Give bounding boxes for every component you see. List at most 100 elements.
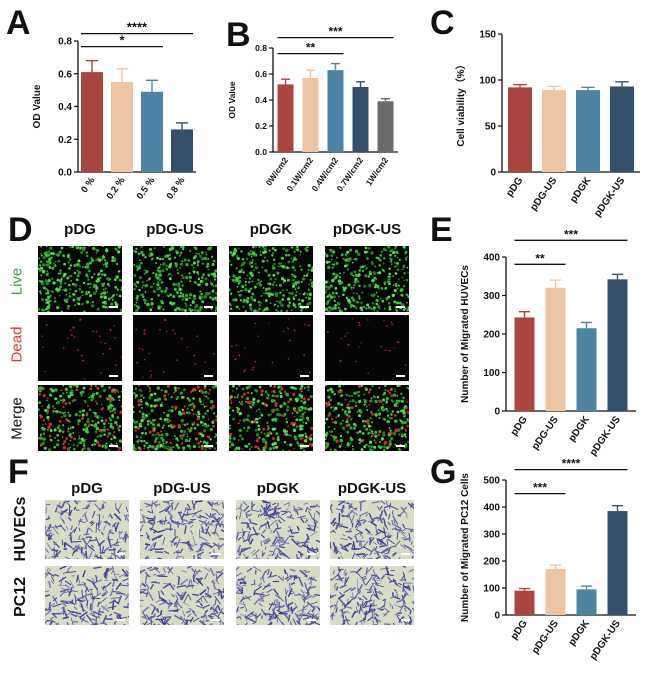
scale-bar bbox=[396, 306, 405, 308]
chart-a-ytick-label: 0.0 bbox=[58, 168, 72, 179]
chart-b-svg: 0.00.20.40.60.8OD Value0W/cm20.1W/cm20.4… bbox=[220, 0, 425, 210]
chart-e-bar bbox=[577, 328, 597, 411]
chart-g-category-label: pDGK-US bbox=[588, 618, 623, 662]
scale-bar bbox=[300, 375, 309, 377]
chart-e-ytick-label: 200 bbox=[483, 330, 500, 341]
d-tile-live-0-svg bbox=[38, 246, 122, 312]
d-tile-live-2 bbox=[229, 246, 313, 312]
d-tile-live-1 bbox=[133, 246, 217, 312]
d-tile-dead-3-svg bbox=[325, 315, 409, 381]
f-tile-1-2-svg bbox=[236, 566, 320, 625]
chart-g-sig-label: **** bbox=[562, 457, 581, 471]
chart-b-ytick-label: 0.8 bbox=[255, 43, 267, 53]
d-col-label-pdgk: pDGK bbox=[229, 221, 313, 238]
scale-bar bbox=[116, 553, 125, 555]
f-tile-1-1-svg bbox=[140, 566, 224, 625]
chart-e-ylabel: Number of Migrated HUVECs bbox=[460, 265, 471, 403]
chart-e-bar bbox=[515, 317, 535, 411]
f-tile-0-3 bbox=[330, 500, 414, 559]
f-col-label-pdg-us: pDG-US bbox=[140, 480, 224, 497]
chart-e-category-label: pDG-US bbox=[530, 414, 561, 452]
d-tile-merge-0-svg bbox=[38, 385, 122, 451]
chart-g-ytick-label: 0 bbox=[494, 611, 500, 622]
d-tile-dead-2 bbox=[229, 315, 313, 381]
d-col-label-pdg-us: pDG-US bbox=[133, 221, 217, 238]
f-tile-0-1-svg bbox=[140, 500, 224, 559]
chart-c-bar bbox=[508, 87, 532, 172]
chart-b-bar bbox=[378, 101, 394, 152]
chart-c-ylabel: Cell viability（%） bbox=[454, 59, 467, 146]
chart-c-bar bbox=[610, 86, 634, 172]
f-tile-1-2 bbox=[236, 566, 320, 625]
chart-b-ylabel: OD Value bbox=[227, 81, 237, 119]
f-tile-1-1 bbox=[140, 566, 224, 625]
f-tile-0-0 bbox=[45, 500, 129, 559]
chart-e-bar bbox=[546, 288, 566, 411]
chart-g-ylabel: Number of Migrated PC12 Cells bbox=[460, 473, 471, 622]
chart-b-bar bbox=[353, 87, 369, 152]
d-tile-merge-0 bbox=[38, 385, 122, 451]
d-tile-merge-3-svg bbox=[325, 385, 409, 451]
chart-g-bar bbox=[515, 591, 535, 615]
d-tile-dead-2-svg bbox=[229, 315, 313, 381]
chart-a-ylabel: OD Value bbox=[32, 84, 43, 128]
chart-g-bar bbox=[577, 589, 597, 615]
f-tile-0-0-svg bbox=[45, 500, 129, 559]
chart-b-ytick-label: 0.4 bbox=[255, 95, 267, 105]
chart-a-category-label: 0 % bbox=[79, 175, 98, 195]
chart-c-bar bbox=[576, 90, 600, 172]
f-tile-1-0 bbox=[45, 566, 129, 625]
scale-bar bbox=[300, 306, 309, 308]
chart-g-sig-label: *** bbox=[533, 481, 547, 495]
chart-g-bar bbox=[546, 569, 566, 615]
d-tile-live-3-svg bbox=[325, 246, 409, 312]
chart-b-category-label: 1W/cm2 bbox=[364, 155, 391, 187]
chart-b-ytick-label: 0.2 bbox=[255, 121, 267, 131]
d-row-label-merge: Merge bbox=[9, 393, 26, 445]
chart-g-ytick-label: 200 bbox=[483, 557, 500, 568]
d-tile-merge-1-svg bbox=[133, 385, 217, 451]
scale-bar bbox=[211, 619, 220, 621]
d-tile-dead-1-svg bbox=[133, 315, 217, 381]
f-row-label-pc12: PC12 bbox=[12, 577, 30, 617]
chart-b-sig-label: ** bbox=[306, 41, 316, 55]
f-tile-0-2 bbox=[236, 500, 320, 559]
chart-a-bar bbox=[141, 92, 163, 172]
chart-e-sig-label: ** bbox=[535, 251, 545, 265]
d-tile-dead-3 bbox=[325, 315, 409, 381]
d-tile-dead-0 bbox=[38, 315, 122, 381]
chart-a-ytick-label: 0.8 bbox=[58, 37, 72, 48]
chart-g-category-label: pDG-US bbox=[530, 618, 561, 656]
chart-e-ytick-label: 300 bbox=[483, 291, 500, 302]
chart-g-ytick-label: 500 bbox=[483, 476, 500, 487]
d-tile-merge-1 bbox=[133, 385, 217, 451]
scale-bar bbox=[396, 445, 405, 447]
chart-g-category-label: pDGK bbox=[567, 618, 593, 648]
chart-b-sig-label: *** bbox=[328, 25, 342, 39]
chart-g-category-label: pDG bbox=[509, 618, 530, 642]
chart-c-ytick-label: 150 bbox=[479, 30, 496, 41]
chart-a-sig-label: **** bbox=[127, 20, 148, 35]
d-tile-merge-2 bbox=[229, 385, 313, 451]
d-row-label-live: Live bbox=[9, 262, 26, 302]
chart-b-bar bbox=[303, 78, 319, 152]
d-col-label-pdg: pDG bbox=[38, 221, 122, 238]
chart-a-category-label: 0.5 % bbox=[135, 175, 158, 202]
chart-a-category-label: 0.2 % bbox=[105, 175, 128, 202]
d-col-label-pdgk-us: pDGK-US bbox=[325, 221, 409, 238]
chart-e-ytick-label: 0 bbox=[494, 407, 500, 418]
chart-c-ytick-label: 0 bbox=[490, 168, 496, 179]
chart-e-ytick-label: 100 bbox=[483, 368, 500, 379]
scale-bar bbox=[401, 553, 410, 555]
chart-a-bar bbox=[111, 82, 133, 172]
d-row-label-dead: Dead bbox=[9, 325, 26, 365]
d-tile-merge-2-svg bbox=[229, 385, 313, 451]
scale-bar bbox=[307, 619, 316, 621]
d-tile-live-1-svg bbox=[133, 246, 217, 312]
chart-e-sig-label: *** bbox=[564, 227, 578, 241]
